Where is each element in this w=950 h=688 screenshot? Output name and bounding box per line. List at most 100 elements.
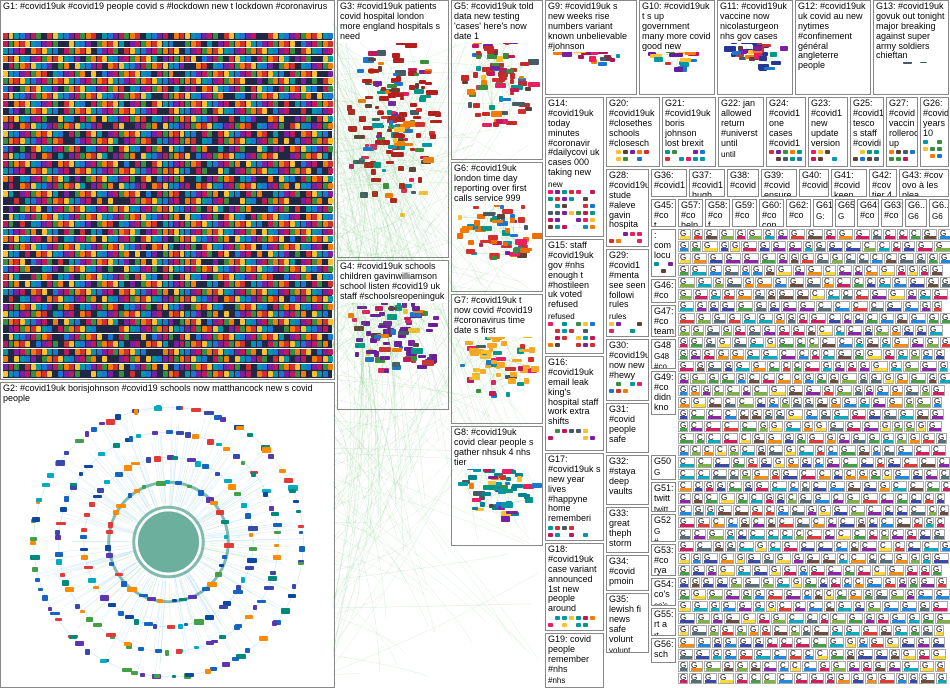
node (180, 266, 185, 272)
node (53, 311, 58, 317)
node (317, 349, 322, 355)
node (75, 33, 80, 39)
micro-strip (721, 236, 733, 239)
node (157, 198, 162, 204)
node (268, 48, 273, 54)
node (284, 244, 289, 250)
node (80, 229, 85, 235)
node (569, 429, 574, 433)
micro-cell: G (773, 277, 787, 288)
node (108, 93, 113, 99)
node (91, 289, 96, 295)
micro-cell: G (908, 433, 920, 444)
node (213, 56, 218, 62)
micro-strip (895, 476, 909, 479)
node (14, 281, 19, 287)
micro-cell: C (764, 505, 775, 516)
node (224, 198, 229, 204)
node (780, 46, 788, 51)
micro-cell: G (898, 409, 914, 420)
node (180, 101, 185, 107)
node (47, 326, 52, 332)
node (130, 296, 135, 302)
node (36, 93, 41, 99)
micro-cell: G (765, 337, 776, 348)
micro-cell: G (766, 433, 782, 444)
node (163, 349, 168, 355)
node (403, 309, 408, 315)
micro-strip (910, 584, 917, 587)
node (548, 526, 553, 530)
panel-title-g50: G50 (652, 456, 675, 468)
node (312, 251, 317, 257)
node (113, 108, 118, 114)
node (317, 236, 322, 242)
micro-cell: G (875, 385, 889, 396)
node (202, 364, 207, 370)
node (191, 56, 196, 62)
node (97, 101, 102, 107)
micro-cell: G (678, 565, 690, 576)
micro-cell: G (915, 253, 926, 264)
node (80, 78, 85, 84)
node (152, 371, 157, 377)
node (301, 78, 306, 84)
node (317, 33, 322, 39)
node (69, 244, 74, 250)
node (146, 93, 151, 99)
node (323, 221, 328, 227)
micro-cell: G (690, 265, 707, 276)
node (135, 63, 140, 69)
node (257, 71, 262, 77)
node (25, 161, 30, 167)
node (124, 48, 129, 54)
node (86, 214, 91, 220)
node (268, 251, 273, 257)
node (196, 364, 201, 370)
node (69, 311, 74, 317)
node (301, 48, 306, 54)
node (590, 225, 595, 229)
panel-text-line: st (654, 478, 675, 479)
node (218, 251, 223, 257)
node (399, 112, 407, 117)
micro-strip (797, 296, 808, 299)
node (9, 191, 14, 197)
node (306, 41, 311, 47)
node (80, 161, 85, 167)
node (58, 161, 63, 167)
micro-strip (809, 440, 823, 443)
node (762, 44, 771, 47)
micro-cell: C (935, 517, 945, 528)
micro-cell: C (706, 433, 721, 444)
node (75, 356, 80, 362)
node (268, 274, 273, 280)
node (262, 63, 267, 69)
node (273, 236, 278, 242)
micro-strip (872, 296, 886, 299)
micro-cell: G (806, 265, 822, 276)
micro-strip (727, 392, 739, 395)
node (903, 157, 908, 161)
micro-strip (908, 296, 916, 299)
node (306, 229, 311, 235)
micro-strip (813, 488, 826, 491)
micro-strip (940, 368, 947, 371)
panel-g61: G61G: (813, 199, 833, 227)
node (235, 123, 240, 129)
micro-cell: G (689, 349, 701, 360)
node (53, 341, 58, 347)
micro-cell: G (736, 493, 748, 504)
node (328, 221, 333, 227)
micro-strip (835, 368, 844, 371)
node (141, 364, 146, 370)
node (36, 198, 41, 204)
node (555, 329, 560, 333)
node (91, 334, 96, 340)
node (36, 86, 41, 92)
node (301, 56, 306, 62)
node (218, 131, 223, 137)
node (262, 41, 267, 47)
node (98, 452, 105, 456)
node (91, 78, 96, 84)
